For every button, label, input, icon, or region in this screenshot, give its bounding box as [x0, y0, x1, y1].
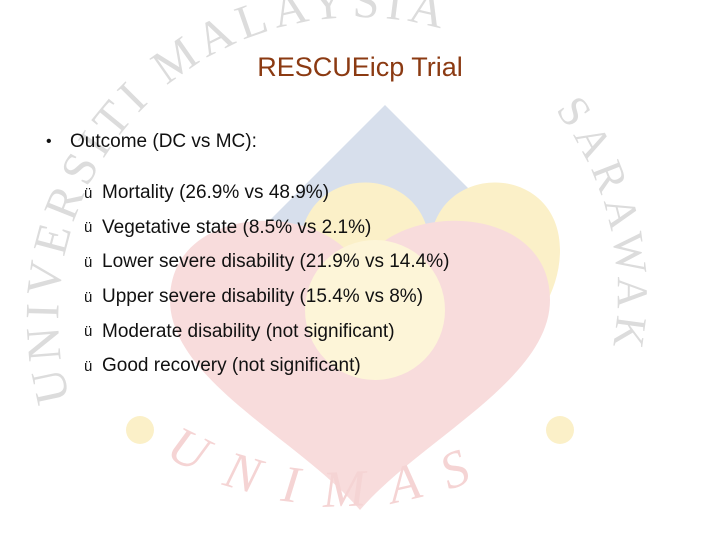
check-item-label: Moderate disability (not significant): [102, 320, 395, 342]
checkmark-icon: ü: [84, 323, 93, 341]
watermark-dot-left: [126, 416, 154, 444]
slide-title: RESCUEicp Trial: [257, 52, 463, 82]
checkmark-icon: ü: [84, 288, 93, 306]
check-item-mortality: ü Mortality (26.9% vs 48.9%): [84, 176, 449, 211]
check-item-good-recovery: ü Good recovery (not significant): [84, 349, 449, 384]
check-item-label: Good recovery (not significant): [102, 355, 361, 377]
checkmark-icon: ü: [84, 253, 93, 271]
check-item-lower-severe-disability: ü Lower severe disability (21.9% vs 14.4…: [84, 245, 449, 280]
outcome-label: Outcome (DC vs MC):: [70, 131, 257, 152]
check-item-label: Upper severe disability (15.4% vs 8%): [102, 286, 424, 308]
check-item-moderate-disability: ü Moderate disability (not significant): [84, 314, 449, 349]
bullet-dot: •: [46, 133, 52, 150]
check-item-label: Vegetative state (8.5% vs 2.1%): [102, 216, 372, 238]
checkmark-icon: ü: [84, 219, 93, 237]
check-item-label: Lower severe disability (21.9% vs 14.4%): [102, 251, 450, 273]
watermark-seal-text-right: SARAWAK: [547, 87, 657, 357]
check-item-vegetative-state: ü Vegetative state (8.5% vs 2.1%): [84, 211, 449, 246]
watermark-dot-right: [546, 416, 574, 444]
checkmark-icon: ü: [84, 184, 93, 202]
checkmark-icon: ü: [84, 357, 93, 375]
check-item-label: Mortality (26.9% vs 48.9%): [102, 182, 330, 204]
outcome-checklist: ü Mortality (26.9% vs 48.9%) ü Vegetativ…: [84, 176, 449, 384]
outcome-bullet: • Outcome (DC vs MC):: [46, 131, 257, 153]
check-item-upper-severe-disability: ü Upper severe disability (15.4% vs 8%): [84, 280, 449, 315]
watermark-inner-shape: [305, 240, 445, 380]
